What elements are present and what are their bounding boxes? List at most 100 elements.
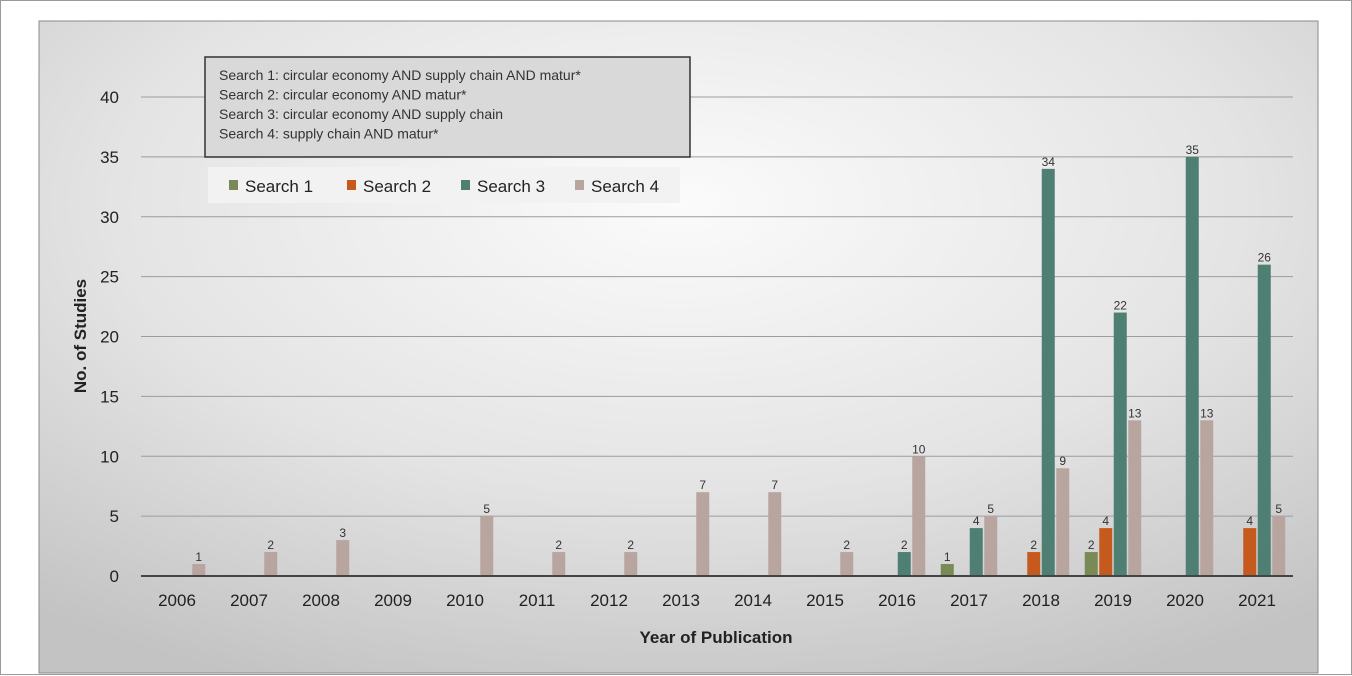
bar-search-4-2012: [624, 552, 638, 576]
legend-swatch: [575, 180, 584, 190]
bar-value-label: 2: [555, 538, 562, 552]
bar-value-label: 1: [944, 550, 951, 564]
bar-value-label: 13: [1200, 406, 1214, 420]
y-tick-label: 35: [100, 148, 119, 167]
bar-value-label: 35: [1186, 143, 1200, 157]
bar-search-1-2017: [940, 564, 954, 576]
y-tick-label: 10: [100, 447, 119, 466]
bar-search-4-2021: [1272, 516, 1286, 576]
bar-search-3-2018: [1041, 168, 1055, 576]
x-tick-label: 2016: [878, 591, 916, 610]
bar-search-4-2017: [984, 516, 998, 576]
y-axis-title: No. of Studies: [71, 279, 90, 393]
bar-value-label: 2: [267, 538, 274, 552]
bar-value-label: 2: [627, 538, 634, 552]
legend-label: Search 4: [591, 177, 659, 196]
bar-value-label: 4: [973, 514, 980, 528]
bar-value-label: 2: [843, 538, 850, 552]
bar-value-label: 4: [1102, 514, 1109, 528]
bar-search-4-2010: [480, 516, 494, 576]
y-tick-label: 40: [100, 88, 119, 107]
search-definition-line: Search 4: supply chain AND matur*: [219, 126, 439, 142]
search-definitions-box: [204, 56, 691, 158]
x-tick-label: 2008: [302, 591, 340, 610]
bar-value-label: 4: [1246, 514, 1253, 528]
legend-items: Search 1 Search 2 Search 3 Search 4: [229, 177, 659, 196]
x-tick-label: 2015: [806, 591, 844, 610]
bar-value-label: 2: [1030, 538, 1037, 552]
y-tick-label: 25: [100, 268, 119, 287]
gridlines: [141, 96, 1293, 517]
y-axis-ticks: 0 5 10 15 20 25 30 35 40: [100, 88, 119, 586]
bar-value-label: 9: [1059, 454, 1066, 468]
bar-value-label: 10: [912, 442, 926, 456]
bar-search-4-2006: [192, 564, 206, 576]
search-definition-line: Search 2: circular economy AND matur*: [219, 87, 467, 103]
x-tick-label: 2007: [230, 591, 268, 610]
bar-search-3-2016: [897, 552, 911, 576]
bar-search-3-2020: [1185, 156, 1199, 576]
bar-search-4-2007: [264, 552, 278, 576]
bar-search-4-2015: [840, 552, 854, 576]
x-tick-label: 2018: [1022, 591, 1060, 610]
bar-search-4-2013: [696, 492, 710, 576]
bar-search-3-2021: [1257, 264, 1271, 576]
y-tick-label: 0: [110, 567, 119, 586]
bar-search-3-2019: [1113, 312, 1127, 576]
legend-label: Search 1: [245, 177, 313, 196]
bar-search-4-2018: [1056, 468, 1070, 576]
x-tick-label: 2013: [662, 591, 700, 610]
legend-label: Search 2: [363, 177, 431, 196]
legend: [208, 167, 680, 203]
bar-value-label: 34: [1042, 155, 1056, 169]
search-definitions: Search 1: circular economy AND supply ch…: [219, 67, 581, 142]
search-definition-line: Search 1: circular economy AND supply ch…: [219, 67, 581, 83]
bars-layer: [192, 156, 1286, 576]
bar-value-label: 5: [483, 502, 490, 516]
x-tick-label: 2021: [1238, 591, 1276, 610]
x-tick-label: 2019: [1094, 591, 1132, 610]
x-tick-label: 2010: [446, 591, 484, 610]
bar-value-label: 1: [195, 550, 202, 564]
legend-label: Search 3: [477, 177, 545, 196]
x-axis-ticks: 2006 2007 2008 2009 2010 2011 2012 2013 2014 2015…: [158, 591, 1276, 610]
x-tick-label: 2012: [590, 591, 628, 610]
y-tick-label: 30: [100, 208, 119, 227]
legend-swatch: [461, 180, 470, 190]
x-tick-label: 2017: [950, 591, 988, 610]
bar-search-2-2019: [1099, 528, 1113, 576]
y-tick-label: 20: [100, 328, 119, 347]
search-definition-line: Search 3: circular economy AND supply ch…: [219, 106, 503, 122]
bar-value-label: 2: [901, 538, 908, 552]
x-tick-label: 2009: [374, 591, 412, 610]
bar-search-1-2019: [1084, 552, 1098, 576]
legend-swatch: [347, 180, 356, 190]
y-tick-label: 5: [110, 507, 119, 526]
x-tick-label: 2014: [734, 591, 772, 610]
bar-value-label: 3: [339, 526, 346, 540]
bar-value-label: 22: [1114, 299, 1128, 313]
x-tick-label: 2011: [519, 591, 556, 610]
x-axis-title: Year of Publication: [639, 628, 792, 647]
bar-value-label: 7: [771, 478, 778, 492]
x-tick-label: 2006: [158, 591, 196, 610]
bar-value-label: 7: [699, 478, 706, 492]
bar-value-label: 26: [1258, 251, 1272, 265]
bar-value-label: 2: [1088, 538, 1095, 552]
bar-search-4-2011: [552, 552, 566, 576]
legend-swatch: [229, 180, 238, 190]
bar-search-4-2014: [768, 492, 782, 576]
bar-value-label: 13: [1128, 406, 1142, 420]
bar-search-4-2008: [336, 540, 350, 576]
bar-search-4-2020: [1200, 420, 1214, 576]
bar-value-label: 5: [1275, 502, 1282, 516]
bar-search-3-2017: [969, 528, 983, 576]
bar-value-label: 5: [987, 502, 994, 516]
bar-search-4-2016: [912, 456, 926, 576]
bar-search-2-2021: [1243, 528, 1257, 576]
x-tick-label: 2020: [1166, 591, 1204, 610]
bar-search-2-2018: [1027, 552, 1041, 576]
